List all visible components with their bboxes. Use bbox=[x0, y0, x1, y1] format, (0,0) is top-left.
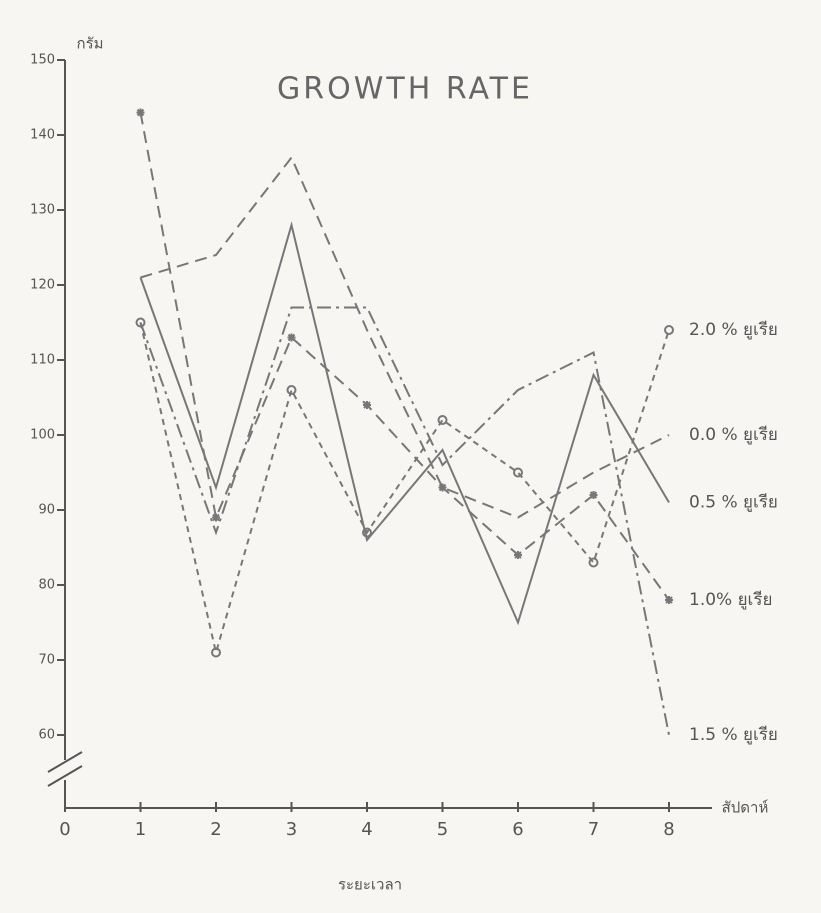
x-tick-label: 1 bbox=[135, 819, 146, 840]
y-tick-label: 90 bbox=[38, 503, 55, 518]
y-tick-label: 110 bbox=[30, 353, 55, 368]
y-tick-label: 70 bbox=[38, 653, 55, 668]
x-tick-label: 3 bbox=[286, 819, 297, 840]
series-line bbox=[141, 308, 670, 736]
x-tick-label: 8 bbox=[663, 819, 674, 840]
y-tick-label: 80 bbox=[38, 578, 55, 593]
series-line bbox=[141, 323, 670, 653]
series-line bbox=[141, 113, 670, 601]
legend-label: 0.0 % ยูเรีย bbox=[689, 425, 778, 445]
point bbox=[137, 109, 145, 117]
point bbox=[665, 596, 673, 604]
x-tick-label: 6 bbox=[512, 819, 523, 840]
y-tick-label: 100 bbox=[30, 428, 55, 443]
series-line bbox=[141, 158, 670, 518]
point bbox=[439, 484, 447, 492]
point bbox=[590, 559, 598, 567]
point bbox=[514, 551, 522, 559]
point bbox=[212, 514, 220, 522]
y-tick-label: 60 bbox=[38, 728, 55, 743]
x-tick-label: 0 bbox=[59, 819, 70, 840]
axes bbox=[65, 60, 712, 808]
x-unit-label: สัปดาห์ bbox=[722, 799, 769, 817]
point bbox=[439, 416, 447, 424]
legend-label: 2.0 % ยูเรีย bbox=[689, 320, 778, 340]
y-axis-label: กรัม bbox=[76, 35, 103, 53]
y-tick-label: 120 bbox=[30, 278, 55, 293]
point bbox=[363, 401, 371, 409]
point bbox=[590, 491, 598, 499]
x-axis-label: ระยะเวลา bbox=[338, 876, 402, 894]
point bbox=[288, 334, 296, 342]
y-tick-label: 150 bbox=[30, 53, 55, 68]
x-tick-label: 7 bbox=[588, 819, 599, 840]
point bbox=[665, 326, 673, 334]
x-tick-label: 2 bbox=[210, 819, 221, 840]
point bbox=[514, 469, 522, 477]
chart-title: GROWTH RATE bbox=[277, 72, 533, 107]
legend-label: 1.0% ยูเรีย bbox=[689, 590, 772, 610]
y-tick-label: 130 bbox=[30, 203, 55, 218]
x-tick-label: 5 bbox=[437, 819, 448, 840]
legend-label: 1.5 % ยูเรีย bbox=[689, 725, 778, 745]
y-tick-label: 140 bbox=[30, 128, 55, 143]
chart: กรัม GROWTH RATE สัปดาห์ ระยะเวลา 607080… bbox=[0, 0, 821, 913]
legend-label: 0.5 % ยูเรีย bbox=[689, 493, 778, 513]
x-tick-label: 4 bbox=[361, 819, 372, 840]
